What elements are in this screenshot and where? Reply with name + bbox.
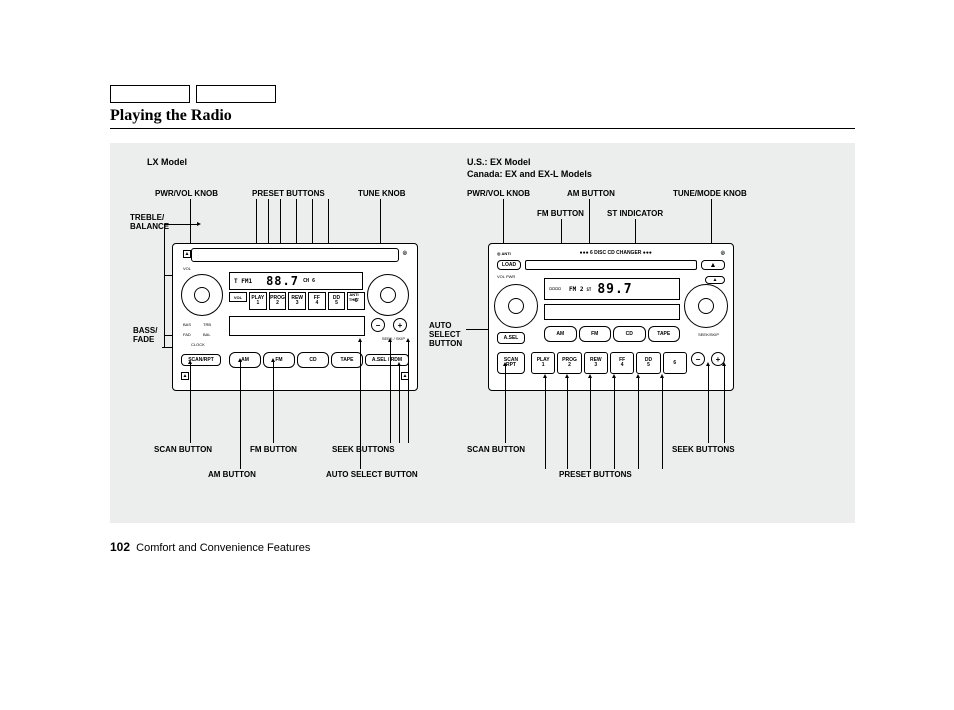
ex-model-label-us: U.S.: EX Model — [467, 157, 531, 167]
lx-display: T FM1 88.7 CH 6 — [229, 272, 363, 290]
ex-preset-2: PROG2 — [557, 352, 581, 374]
callout-auto-select-right: AUTO SELECT BUTTON — [429, 321, 462, 348]
lx-fm-button: FM — [263, 352, 295, 368]
ex-minus: − — [691, 352, 705, 366]
tab-1 — [110, 85, 190, 103]
page-title: Playing the Radio — [110, 107, 855, 129]
lx-scan-rpt: SCAN/RPT — [181, 354, 221, 366]
callout-seek-left: SEEK BUTTONS — [332, 445, 395, 454]
header-tabs — [110, 85, 855, 103]
callout-fm-left: FM BUTTON — [250, 445, 297, 454]
ex-tape-button: TAPE — [648, 326, 681, 342]
ex-preset-6: 6 — [663, 352, 687, 374]
callout-tune-mode: TUNE/MODE KNOB — [673, 189, 747, 198]
ex-model-label-ca: Canada: EX and EX-L Models — [467, 169, 592, 179]
lx-tune-knob — [367, 274, 409, 316]
tab-2 — [196, 85, 276, 103]
ex-asel: A.SEL — [497, 332, 525, 344]
callout-bass-fade: BASS/ FADE — [133, 326, 157, 344]
ex-pwr-vol-knob — [494, 284, 538, 328]
ex-preset-5: DD5 — [636, 352, 660, 374]
lx-asel-rdm: A.SEL / RDM — [365, 354, 409, 366]
lx-plus: + — [393, 318, 407, 332]
ex-scan-rpt: SCAN RPT — [497, 352, 525, 374]
callout-preset-left: PRESET BUTTONS — [252, 189, 325, 198]
lx-preset-1: PLAY1 — [249, 292, 267, 310]
lx-tape-button: TAPE — [331, 352, 363, 368]
callout-fm-right: FM BUTTON — [537, 209, 584, 218]
ex-cd-button: CD — [613, 326, 646, 342]
callout-scan-left: SCAN BUTTON — [154, 445, 212, 454]
ex-radio-unit: ◎ ANTI ●●● 6 DISC CD CHANGER ●●● ◎ LOAD … — [488, 243, 734, 391]
lx-model-label: LX Model — [147, 157, 187, 167]
lx-radio-unit: ▲ ◎ VOL T FM1 88.7 CH 6 VOL PLAY1 PROG2 … — [172, 243, 418, 391]
callout-am-left: AM BUTTON — [208, 470, 256, 479]
callout-auto-select-left: AUTO SELECT BUTTON — [326, 470, 418, 479]
diagram-area: LX Model PWR/VOL KNOB PRESET BUTTONS TUN… — [110, 143, 855, 523]
callout-pwr-vol-left: PWR/VOL KNOB — [155, 189, 218, 198]
lx-minus: − — [371, 318, 385, 332]
ex-preset-1: PLAY1 — [531, 352, 555, 374]
page-footer: 102 Comfort and Convenience Features — [110, 540, 310, 554]
lx-am-button: AM — [229, 352, 261, 368]
lx-cd-button: CD — [297, 352, 329, 368]
ex-display: ○○○○ FM 2 ST 89.7 — [544, 278, 680, 300]
callout-st-indicator: ST INDICATOR — [607, 209, 663, 218]
ex-am-button: AM — [544, 326, 577, 342]
lx-preset-4: FF4 — [308, 292, 326, 310]
ex-tune-mode-knob — [684, 284, 728, 328]
lx-preset-5: DD5 — [328, 292, 346, 310]
callout-tune-left: TUNE KNOB — [358, 189, 406, 198]
lx-preset-3: REW3 — [288, 292, 306, 310]
ex-fm-button: FM — [579, 326, 612, 342]
lx-preset-2: PROG2 — [269, 292, 287, 310]
lx-cassette-slot — [229, 316, 365, 336]
callout-preset-right: PRESET BUTTONS — [559, 470, 632, 479]
callout-am-right: AM BUTTON — [567, 189, 615, 198]
callout-seek-right: SEEK BUTTONS — [672, 445, 735, 454]
ex-preset-3: REW3 — [584, 352, 608, 374]
ex-preset-4: FF4 — [610, 352, 634, 374]
callout-scan-right: SCAN BUTTON — [467, 445, 525, 454]
callout-pwr-vol-right: PWR/VOL KNOB — [467, 189, 530, 198]
ex-cassette-slot — [544, 304, 680, 320]
lx-pwr-vol-knob — [181, 274, 223, 316]
